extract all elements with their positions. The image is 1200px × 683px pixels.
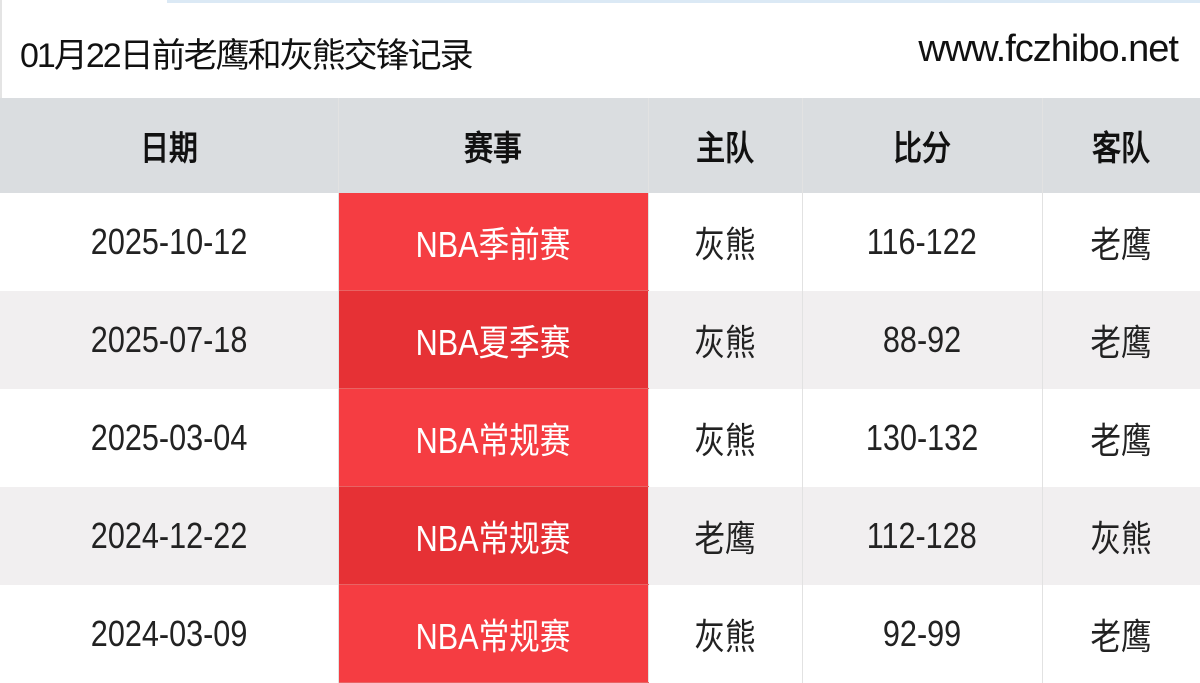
away-team-cell: 老鹰	[1042, 290, 1200, 389]
table-header: 日期 赛事 主队 比分 客队	[0, 98, 1200, 193]
column-header-competition: 赛事	[338, 98, 649, 193]
competition-cell: NBA夏季赛	[338, 290, 649, 389]
score-cell: 112-128	[802, 486, 1043, 585]
date-cell: 2025-07-18	[0, 290, 339, 389]
date-cell: 2024-12-22	[0, 486, 339, 585]
score-cell: 130-132	[802, 388, 1043, 487]
column-header-home: 主队	[648, 98, 803, 193]
table-row: 2025-10-12 NBA季前赛 灰熊 116-122 老鹰	[0, 193, 1200, 291]
date-cell: 2024-03-09	[0, 584, 339, 683]
away-team-cell: 老鹰	[1042, 193, 1200, 291]
page-title: 01月22日前老鹰和灰熊交锋记录	[20, 37, 474, 75]
home-team-cell: 灰熊	[648, 193, 803, 291]
away-team-cell: 老鹰	[1042, 584, 1200, 683]
head-to-head-table: 日期 赛事 主队 比分 客队 2025-10-12 NBA季前赛 灰熊 116-122…	[0, 98, 1200, 683]
score-cell: 116-122	[802, 193, 1043, 291]
competition-cell: NBA季前赛	[338, 193, 649, 291]
table-row: 2025-03-04 NBA常规赛 灰熊 130-132 老鹰	[0, 388, 1200, 487]
date-cell: 2025-10-12	[0, 193, 339, 291]
competition-cell: NBA常规赛	[338, 584, 649, 683]
home-team-cell: 老鹰	[648, 486, 803, 585]
column-header-score: 比分	[802, 98, 1043, 193]
home-team-cell: 灰熊	[648, 388, 803, 487]
left-border	[0, 0, 2, 98]
top-border	[167, 0, 1200, 3]
column-header-away: 客队	[1042, 98, 1200, 193]
table-row: 2024-12-22 NBA常规赛 老鹰 112-128 灰熊	[0, 486, 1200, 585]
column-header-date: 日期	[0, 98, 339, 193]
date-cell: 2025-03-04	[0, 388, 339, 487]
competition-cell: NBA常规赛	[338, 388, 649, 487]
table-row: 2025-07-18 NBA夏季赛 灰熊 88-92 老鹰	[0, 290, 1200, 389]
home-team-cell: 灰熊	[648, 584, 803, 683]
competition-cell: NBA常规赛	[338, 486, 649, 585]
score-cell: 92-99	[802, 584, 1043, 683]
table-row: 2024-03-09 NBA常规赛 灰熊 92-99 老鹰	[0, 584, 1200, 683]
home-team-cell: 灰熊	[648, 290, 803, 389]
site-url: www.fczhibo.net	[918, 28, 1179, 70]
away-team-cell: 灰熊	[1042, 486, 1200, 585]
score-cell: 88-92	[802, 290, 1043, 389]
away-team-cell: 老鹰	[1042, 388, 1200, 487]
